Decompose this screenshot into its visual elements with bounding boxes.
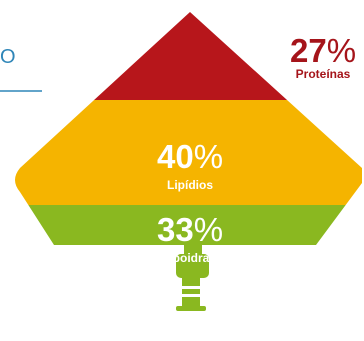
proteinas-label: Proteínas bbox=[296, 67, 351, 81]
left-fragment-text: O bbox=[0, 46, 16, 68]
lipidios-label: Lipídios bbox=[167, 178, 213, 192]
band-carboidratos bbox=[15, 205, 362, 245]
chart-stand bbox=[176, 242, 209, 311]
lipidios-value: 40% bbox=[157, 138, 223, 175]
proteinas-value: 27% bbox=[290, 32, 356, 69]
carboidratos-value: 33% bbox=[157, 211, 223, 248]
carboidratos-label: Carboidratos bbox=[153, 251, 228, 265]
